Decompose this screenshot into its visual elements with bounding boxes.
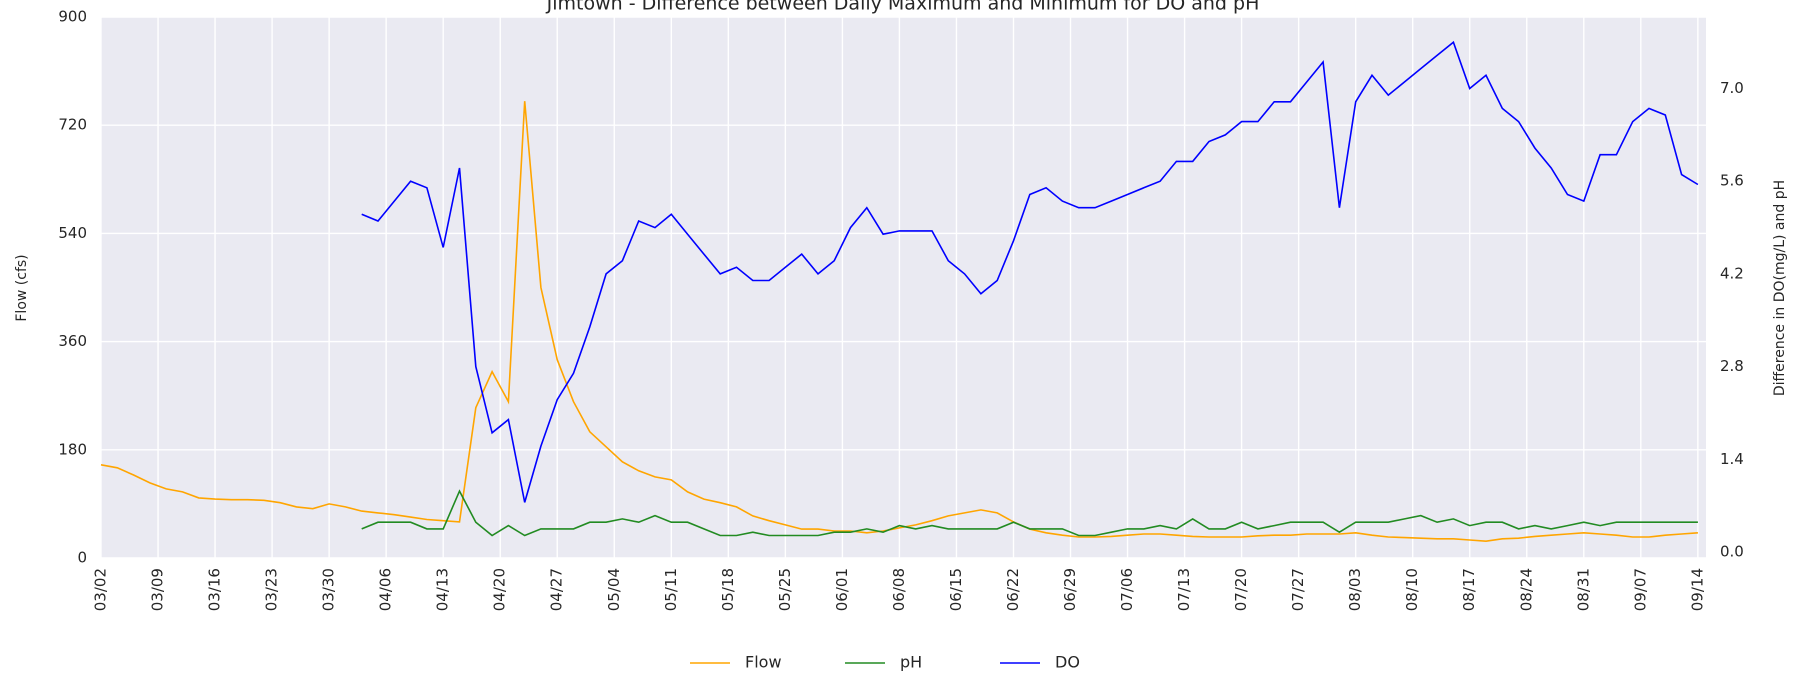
y2-tick-label: 2.8 <box>1720 357 1744 375</box>
x-tick-label: 05/18 <box>719 568 737 611</box>
y-tick-label: 0 <box>77 549 87 567</box>
x-tick-label: 07/27 <box>1289 568 1307 611</box>
x-tick-label: 08/10 <box>1403 568 1421 611</box>
y2-tick-label: 5.6 <box>1720 172 1744 190</box>
y-axis-label: Flow (cfs) <box>14 254 30 321</box>
x-tick-label: 06/08 <box>890 568 908 611</box>
x-tick-label: 06/01 <box>833 568 851 611</box>
x-tick-label: 03/23 <box>263 568 281 611</box>
y-tick-label: 180 <box>58 440 87 458</box>
x-tick-label: 08/17 <box>1460 568 1478 611</box>
x-tick-label: 04/13 <box>434 568 452 611</box>
y2-tick-label: 7.0 <box>1720 79 1744 97</box>
chart-title: Jimtown - Difference between Daily Maxim… <box>546 0 1260 15</box>
x-tick-label: 07/06 <box>1118 568 1136 611</box>
x-tick-label: 05/04 <box>605 568 623 611</box>
x-tick-label: 06/29 <box>1061 568 1079 611</box>
x-tick-label: 08/24 <box>1517 568 1535 611</box>
x-tick-label: 05/11 <box>662 568 680 611</box>
x-tick-label: 08/31 <box>1574 568 1592 611</box>
y2-tick-label: 1.4 <box>1720 450 1744 468</box>
x-tick-label: 06/22 <box>1004 568 1022 611</box>
x-tick-label: 08/03 <box>1346 568 1364 611</box>
y-tick-label: 540 <box>58 224 87 242</box>
legend-label: DO <box>1055 653 1080 672</box>
x-tick-label: 05/25 <box>776 568 794 611</box>
x-tick-label: 04/06 <box>377 568 395 611</box>
x-tick-label: 03/16 <box>206 568 224 611</box>
x-tick-label: 03/30 <box>320 568 338 611</box>
y2-tick-label: 4.2 <box>1720 264 1744 282</box>
x-tick-label: 09/07 <box>1631 568 1649 611</box>
plot-area <box>101 17 1706 558</box>
series-line <box>100 101 1698 543</box>
y-tick-label: 360 <box>58 332 87 350</box>
x-tick-label: 06/15 <box>947 568 965 611</box>
x-tick-label: 03/02 <box>92 568 110 611</box>
x-tick-label: 04/27 <box>548 568 566 611</box>
x-tick-label: 07/13 <box>1175 568 1193 611</box>
series-line <box>361 489 1698 537</box>
x-tick-label: 07/20 <box>1232 568 1250 611</box>
legend-label: Flow <box>745 653 782 672</box>
y-tick-label: 720 <box>58 116 87 134</box>
x-tick-label: 09/14 <box>1688 568 1706 611</box>
y2-tick-label: 0.0 <box>1720 543 1744 561</box>
legend-label: pH <box>900 653 922 672</box>
y-tick-label: 900 <box>58 8 87 26</box>
series-line <box>361 40 1699 503</box>
y2-axis-label: Difference in DO(mg/L) and pH <box>1772 180 1788 396</box>
x-tick-label: 04/20 <box>491 568 509 611</box>
x-tick-label: 03/09 <box>149 568 167 611</box>
